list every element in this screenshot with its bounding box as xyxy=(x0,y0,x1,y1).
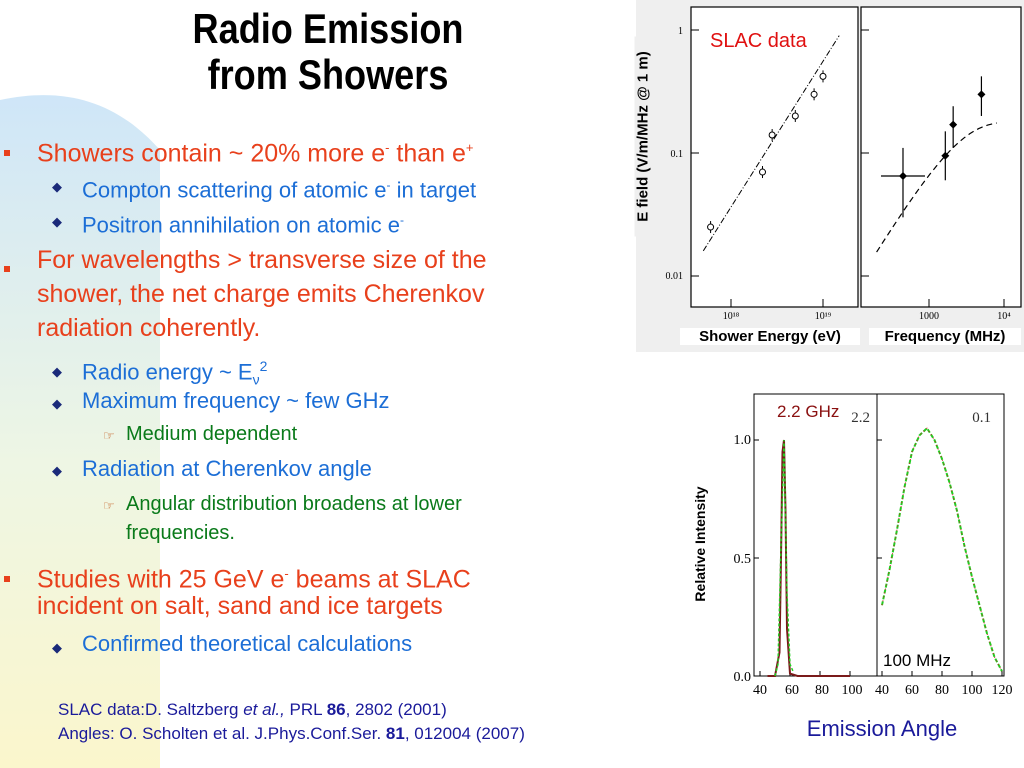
annotation-2-2ghz: 2.2 GHz xyxy=(776,402,841,422)
data-point-frequency xyxy=(949,120,958,129)
xtick-label: 1000 xyxy=(919,311,939,322)
xtick-label: 100 xyxy=(962,683,983,698)
xtick-label: 100 xyxy=(842,683,863,698)
data-point-energy xyxy=(759,168,767,176)
xtick-label: 60 xyxy=(905,683,919,698)
slac-data-annotation: SLAC data xyxy=(708,30,809,53)
slac-data-plots: 1 0.1 0.01 10¹⁸ 10¹⁹ 1000 10⁴ xyxy=(666,6,1022,322)
bullet-positron: Positron annihilation on atomic e- xyxy=(82,212,404,238)
data-point-frequency xyxy=(977,90,986,99)
xtick-label: 10⁴ xyxy=(997,311,1011,322)
bullet-square-icon xyxy=(4,150,10,156)
ytick-label: 1.0 xyxy=(734,433,752,448)
reference-slac: SLAC data:D. Saltzberg et al., PRL 86, 2… xyxy=(58,700,447,719)
bullet-wavelengths-line3: radiation coherently. xyxy=(37,314,261,342)
fit-line-energy xyxy=(702,35,840,252)
slac-data-points xyxy=(707,70,986,234)
diamond-bullet-icon: ◆ xyxy=(52,396,62,411)
title-line-2: from Showers xyxy=(207,51,449,98)
data-point-energy xyxy=(768,131,776,139)
annotation-100mhz: 100 MHz xyxy=(882,651,953,671)
panel-print-label-2-2: 2.2 xyxy=(851,410,870,426)
ytick-label: 0.01 xyxy=(666,271,684,282)
xtick-label: 80 xyxy=(935,683,949,698)
diamond-bullet-icon: ◆ xyxy=(52,364,62,379)
bullet-angular-line2: frequencies. xyxy=(126,522,235,544)
bullet-medium-dependent: Medium dependent xyxy=(126,423,298,445)
data-point-energy xyxy=(810,90,818,98)
bullet-showers-contain: Showers contain ~ 20% more e- than e+ xyxy=(37,139,474,168)
diamond-bullet-icon: ◆ xyxy=(52,640,62,655)
xtick-label: 80 xyxy=(815,683,829,698)
slac-fit-lines xyxy=(702,35,997,253)
slide-title: Radio Emission from Showers xyxy=(147,6,508,98)
diamond-bullet-icon: ◆ xyxy=(52,214,62,229)
bullet-confirmed: Confirmed theoretical calculations xyxy=(82,631,413,656)
data-point-energy xyxy=(707,223,715,231)
plot-frame-2-2ghz xyxy=(753,393,878,677)
diamond-bullet-icon: ◆ xyxy=(52,179,62,194)
bullet-square-icon xyxy=(4,266,10,272)
bullet-cherenkov-angle: Radiation at Cherenkov angle xyxy=(82,456,372,481)
xtick-label: 10¹⁹ xyxy=(815,311,832,322)
angle-ylabel: Relative Intensity xyxy=(692,486,708,602)
slac-axis-ticks xyxy=(691,29,1005,307)
pointing-hand-icon: ☞ xyxy=(103,498,115,513)
data-point-energy xyxy=(791,112,799,120)
bullet-list: Showers contain ~ 20% more e- than e+ ◆ … xyxy=(4,139,487,656)
panel-print-label-0-1: 0.1 xyxy=(972,410,991,426)
xtick-label: 60 xyxy=(785,683,799,698)
data-point-frequency xyxy=(941,151,950,160)
ytick-label: 0.5 xyxy=(734,552,752,567)
bullet-studies-line2: incident on salt, sand and ice targets xyxy=(37,592,443,620)
bullet-wavelengths-line1: For wavelengths > transverse size of the xyxy=(37,246,487,274)
xtick-label: 120 xyxy=(992,683,1013,698)
slac-data-figure: 1 0.1 0.01 10¹⁸ 10¹⁹ 1000 10⁴ SLAC data … xyxy=(634,0,1024,352)
curve-100mhz-model xyxy=(881,426,1003,672)
bullet-compton: Compton scattering of atomic e- in targe… xyxy=(82,177,477,203)
title-line-1: Radio Emission xyxy=(192,5,464,52)
bullet-radio-energy: Radio energy ~ Eν2 xyxy=(82,358,268,388)
pointing-hand-icon: ☞ xyxy=(103,428,115,443)
ytick-label: 0.0 xyxy=(734,670,752,685)
data-point-frequency xyxy=(898,172,907,181)
bullet-angular-line1: Angular distribution broadens at lower xyxy=(126,493,462,515)
plot-frame-energy xyxy=(690,6,859,308)
bullet-wavelengths-line2: shower, the net charge emits Cherenkov xyxy=(37,280,485,308)
slac-xlabel-frequency: Frequency (MHz) xyxy=(869,328,1021,345)
ytick-label: 0.1 xyxy=(671,149,684,160)
diamond-bullet-icon: ◆ xyxy=(52,463,62,478)
plot-frame-frequency xyxy=(860,6,1022,308)
bullet-max-frequency: Maximum frequency ~ few GHz xyxy=(82,388,390,413)
angle-curves xyxy=(767,426,1003,677)
bullet-square-icon xyxy=(4,576,10,582)
emission-angle-figure: 1.0 0.5 0.0 40 60 80 100 40 60 80 100 12… xyxy=(726,392,1024,704)
bullet-studies-line1: Studies with 25 GeV e- beams at SLAC xyxy=(37,565,471,594)
angle-xlabel: Emission Angle xyxy=(806,716,958,741)
plot-frame-100mhz xyxy=(876,393,1005,677)
slac-xlabel-energy: Shower Energy (eV) xyxy=(680,328,860,345)
data-point-energy xyxy=(819,72,827,80)
xtick-label: 40 xyxy=(753,683,767,698)
reference-angles: Angles: O. Scholten et al. J.Phys.Conf.S… xyxy=(58,724,525,743)
emission-angle-plots: 1.0 0.5 0.0 40 60 80 100 40 60 80 100 12… xyxy=(734,393,1013,698)
ytick-label: 1 xyxy=(678,26,683,37)
xtick-label: 10¹⁸ xyxy=(723,311,740,322)
xtick-label: 40 xyxy=(875,683,889,698)
slac-ylabel: E field (V/m/MHz @ 1 m) xyxy=(634,36,652,237)
curve-2-2ghz-model xyxy=(774,439,794,677)
model-curve-frequency xyxy=(876,122,997,253)
